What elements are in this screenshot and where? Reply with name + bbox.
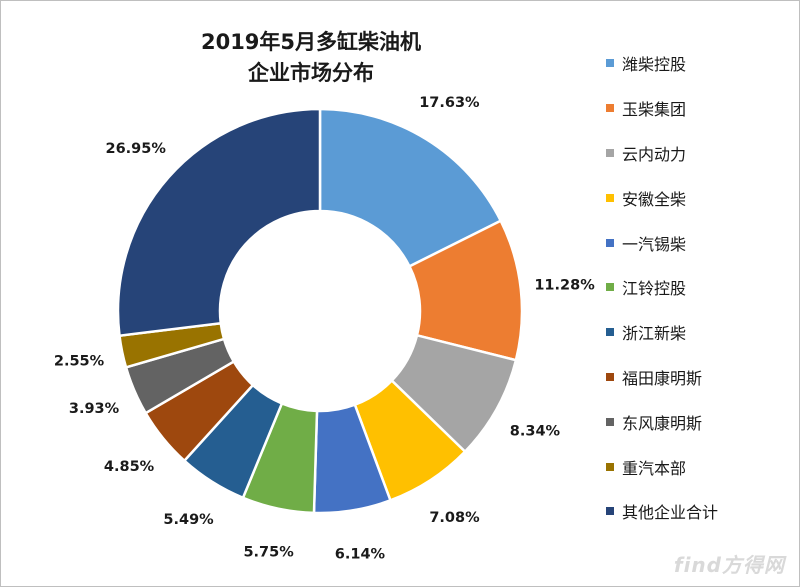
slice-11	[116, 107, 322, 338]
data-label-5: 6.14%	[335, 547, 386, 563]
data-label-4: 7.08%	[429, 510, 480, 526]
legend-item-10: 重汽本部	[606, 444, 796, 489]
data-label-8: 4.85%	[104, 459, 155, 475]
legend-label: 重汽本部	[622, 458, 687, 478]
legend-swatch	[606, 507, 614, 516]
legend-swatch	[606, 417, 614, 426]
data-label-2: 11.28%	[534, 277, 595, 293]
legend-label: 云内动力	[622, 144, 687, 164]
chart-title-line-1: 2019年5月多缸柴油机	[200, 30, 422, 54]
legend-swatch	[606, 193, 614, 202]
legend-item-5: 一汽锡柴	[606, 220, 796, 265]
chart-legend: 潍柴控股玉柴集团云内动力安徽全柴一汽锡柴江铃控股浙江新柴福田康明斯东风康明斯重汽…	[606, 41, 796, 534]
data-label-10: 2.55%	[54, 354, 105, 370]
legend-swatch	[606, 283, 614, 292]
slice-1	[318, 107, 503, 269]
legend-item-2: 玉柴集团	[606, 86, 796, 131]
legend-item-3: 云内动力	[606, 131, 796, 176]
legend-swatch	[606, 238, 614, 247]
legend-label: 浙江新柴	[622, 324, 687, 344]
legend-swatch	[606, 462, 614, 471]
legend-item-4: 安徽全柴	[606, 175, 796, 220]
legend-swatch	[606, 148, 614, 157]
legend-label: 安徽全柴	[622, 189, 687, 209]
data-label-9: 3.93%	[69, 401, 120, 417]
data-label-7: 5.49%	[163, 512, 214, 528]
data-label-3: 8.34%	[510, 424, 561, 440]
legend-label: 一汽锡柴	[622, 234, 687, 254]
data-label-1: 17.63%	[419, 95, 480, 111]
legend-swatch	[606, 104, 614, 113]
watermark-logo: find方得网	[673, 553, 785, 577]
legend-label: 福田康明斯	[622, 368, 703, 388]
legend-swatch	[606, 328, 614, 337]
data-label-6: 5.75%	[243, 545, 294, 561]
data-label-11: 26.95%	[106, 141, 167, 157]
legend-swatch	[606, 59, 614, 68]
chart-title-line-2: 企业市场分布	[248, 61, 374, 85]
legend-item-1: 潍柴控股	[606, 41, 796, 86]
legend-item-11: 其他企业合计	[606, 489, 796, 534]
legend-label: 江铃控股	[622, 279, 687, 299]
legend-label: 玉柴集团	[622, 100, 687, 120]
legend-label: 其他企业合计	[622, 503, 719, 523]
legend-label: 东风康明斯	[622, 413, 703, 433]
legend-item-6: 江铃控股	[606, 265, 796, 310]
legend-label: 潍柴控股	[622, 55, 687, 75]
legend-item-9: 东风康明斯	[606, 399, 796, 444]
legend-swatch	[606, 372, 614, 381]
chart-title: 2019年5月多缸柴油机 企业市场分布	[151, 27, 471, 89]
legend-item-7: 浙江新柴	[606, 310, 796, 355]
legend-item-8: 福田康明斯	[606, 355, 796, 400]
